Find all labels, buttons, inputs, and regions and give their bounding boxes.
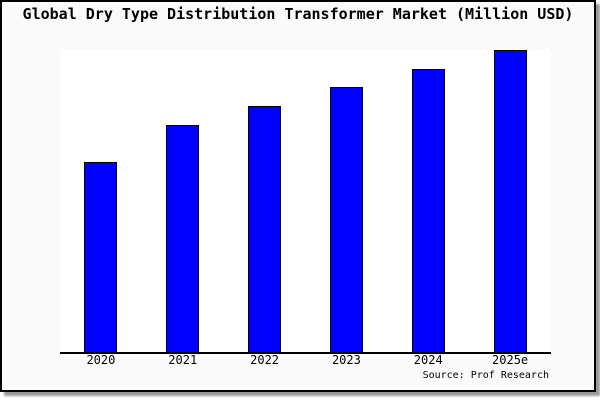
bar-2024 (411, 69, 445, 352)
x-tick-label-2024: 2024 (413, 353, 443, 367)
bar-2021 (166, 125, 200, 352)
source-note: Source: Prof Research (422, 370, 549, 381)
x-tick-label-2025e: 2025e (492, 353, 529, 367)
x-tick-label-2020: 2020 (86, 353, 116, 367)
x-tick-label-2021: 2021 (168, 353, 198, 367)
x-tick-label-2023: 2023 (331, 353, 361, 367)
bar-2025e (493, 50, 527, 352)
bar-2020 (84, 162, 118, 352)
chart-title: Global Dry Type Distribution Transformer… (22, 5, 574, 23)
bar-2022 (248, 106, 282, 352)
plot-area (60, 49, 551, 354)
x-tick-label-2022: 2022 (250, 353, 280, 367)
chart-panel: Global Dry Type Distribution Transformer… (0, 0, 596, 392)
bar-2023 (329, 87, 363, 352)
